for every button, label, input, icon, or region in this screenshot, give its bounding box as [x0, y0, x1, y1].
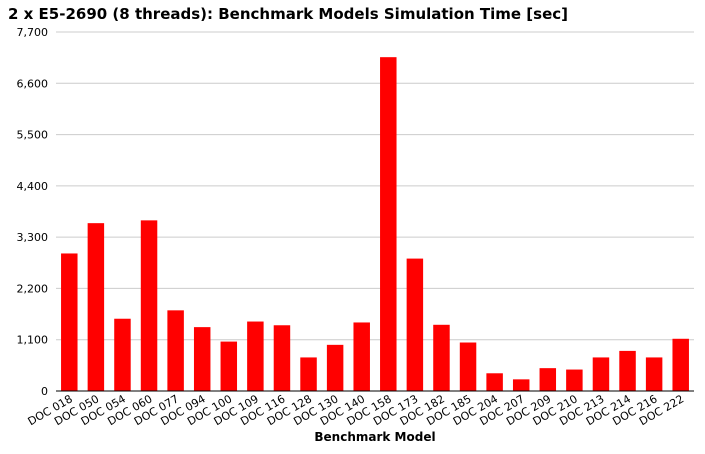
bar	[486, 373, 503, 391]
x-axis-label: Benchmark Model	[314, 430, 435, 444]
bar	[645, 357, 663, 391]
chart-title: 2 x E5-2690 (8 threads): Benchmark Model…	[8, 5, 568, 23]
grid-lines	[56, 31, 694, 341]
y-tick-label: 4,400	[17, 180, 49, 193]
bars	[61, 57, 689, 391]
bar	[300, 357, 317, 391]
y-tick-label: 1,100	[17, 334, 49, 347]
bar	[273, 325, 291, 391]
y-tick-label: 7,700	[17, 26, 49, 39]
bar	[326, 344, 344, 391]
bar	[353, 322, 370, 391]
bar	[87, 223, 105, 391]
bar	[61, 253, 78, 391]
y-tick-label: 0	[41, 385, 48, 398]
bar	[193, 327, 211, 391]
bar	[512, 379, 530, 391]
bar	[459, 342, 477, 391]
bar	[672, 338, 689, 391]
bar	[167, 310, 184, 391]
bar	[592, 357, 610, 391]
bar	[220, 341, 238, 391]
bar	[380, 57, 397, 391]
bar	[619, 350, 636, 391]
bar	[406, 258, 424, 391]
bar	[140, 220, 158, 391]
y-axis-tick-labels: 0 1,100 2,200 3,300 4,400 5,500 6,600 7,700	[17, 26, 49, 398]
y-tick-label: 2,200	[17, 282, 49, 295]
bar	[433, 324, 450, 391]
bar	[247, 321, 264, 391]
bar	[566, 369, 583, 391]
y-tick-label: 6,600	[17, 77, 49, 90]
y-tick-label: 5,500	[17, 129, 49, 142]
y-tick-label: 3,300	[17, 231, 49, 244]
bar	[539, 368, 557, 391]
bar	[114, 318, 131, 391]
